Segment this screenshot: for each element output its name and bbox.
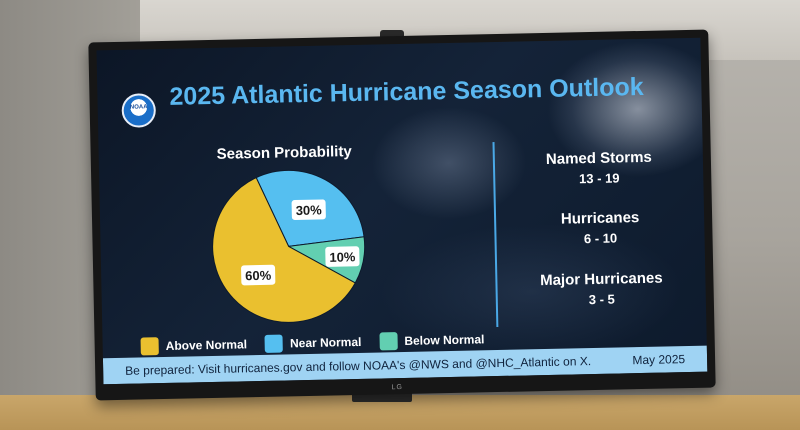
slice-label: 60% — [245, 268, 272, 284]
stat-major-hurricanes: Major Hurricanes 3 - 5 — [511, 269, 692, 309]
stat-value: 13 - 19 — [578, 170, 620, 187]
slice-label: 10% — [329, 249, 356, 265]
legend-item-near-normal: Near Normal — [264, 333, 362, 353]
footer-date: May 2025 — [632, 352, 686, 368]
label-background — [241, 264, 276, 286]
slice-above-normal — [212, 176, 356, 323]
logo-text: NOAA — [129, 104, 148, 111]
legend-label: Near Normal — [289, 334, 362, 351]
legend-item-below-normal: Below Normal — [379, 330, 485, 351]
stat-hurricanes: Hurricanes 6 - 10 — [510, 208, 691, 248]
page-title: 2025 Atlantic Hurricane Season Outlook — [169, 72, 644, 111]
noaa-logo-icon: NOAA — [121, 93, 157, 128]
slice-label-box: 60% — [241, 264, 276, 286]
pie-chart: 30% 10% 60% — [212, 169, 366, 323]
label-background — [325, 246, 360, 267]
label-background — [291, 199, 326, 221]
stat-label: Named Storms — [545, 148, 652, 168]
legend-swatch — [379, 332, 398, 351]
stat-label: Major Hurricanes — [539, 269, 663, 290]
slice-label-box: 10% — [325, 246, 360, 267]
display-screen: NOAA 2025 Atlantic Hurricane Season Outl… — [96, 37, 708, 385]
slice-label-box: 30% — [291, 199, 326, 221]
slice-label: 30% — [296, 202, 323, 218]
legend-label: Above Normal — [165, 337, 248, 353]
stat-value: 3 - 5 — [588, 291, 615, 308]
chart-title: Season Probability — [216, 143, 352, 163]
legend-swatch — [140, 337, 159, 356]
legend-item-above-normal: Above Normal — [140, 335, 248, 356]
footer-message: Be prepared: Visit hurricanes.gov and fo… — [125, 354, 592, 378]
stat-label: Hurricanes — [560, 209, 640, 228]
legend-label: Below Normal — [404, 332, 485, 348]
stat-named-storms: Named Storms 13 - 19 — [509, 148, 690, 188]
tv-monitor: NOAA 2025 Atlantic Hurricane Season Outl… — [88, 29, 716, 401]
legend-swatch — [264, 334, 284, 353]
stat-value: 6 - 10 — [583, 230, 618, 247]
tv-brand-logo: LG — [391, 384, 404, 392]
divider — [492, 142, 499, 328]
